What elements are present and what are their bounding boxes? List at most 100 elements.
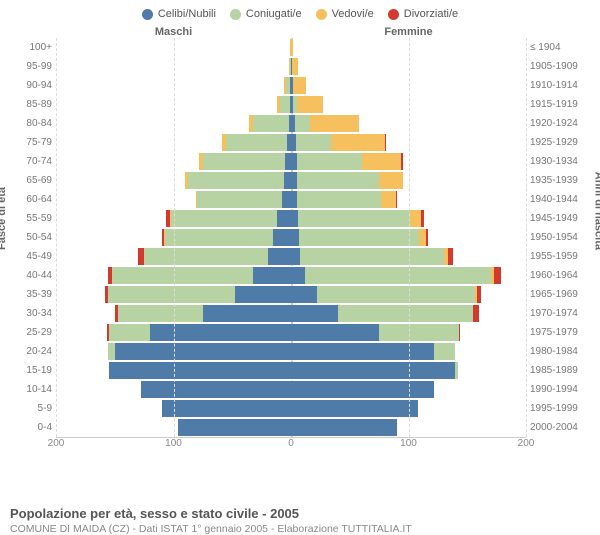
pyramid-row [56, 190, 526, 209]
bar-seg-widowed [310, 115, 359, 132]
age-label: 10-14 [10, 381, 56, 400]
bar-seg-married [253, 115, 288, 132]
age-label: 35-39 [10, 286, 56, 305]
legend-swatch [388, 9, 399, 20]
birth-label: 1935-1939 [526, 171, 590, 190]
bar-seg-widowed [291, 39, 293, 56]
bar-seg-single [235, 286, 291, 303]
bar-seg-single [284, 172, 291, 189]
grid-line [409, 38, 410, 437]
bar-seg-single [291, 248, 300, 265]
birth-label: 1960-1964 [526, 267, 590, 286]
pyramid-row [56, 342, 526, 361]
age-label: 50-54 [10, 228, 56, 247]
bar-seg-married [434, 343, 455, 360]
pyramid-row [56, 266, 526, 285]
bar-seg-widowed [297, 96, 323, 113]
birth-label: 1945-1949 [526, 209, 590, 228]
bar-seg-married [171, 210, 277, 227]
legend-label: Celibi/Nubili [158, 8, 216, 20]
header-male: Maschi [56, 26, 291, 38]
age-label: 40-44 [10, 267, 56, 286]
age-label: 85-89 [10, 95, 56, 114]
bar-seg-married [197, 191, 282, 208]
grid-line [526, 38, 527, 437]
age-label: 55-59 [10, 209, 56, 228]
legend-item: Celibi/Nubili [142, 8, 216, 20]
pyramid-row [56, 76, 526, 95]
age-label: 0-4 [10, 419, 56, 438]
birth-label: 1930-1934 [526, 152, 590, 171]
pyramid-row [56, 95, 526, 114]
x-tick-label: 200 [518, 438, 535, 449]
bar-seg-divorced [426, 229, 428, 246]
age-label: 25-29 [10, 324, 56, 343]
pyramid-row [56, 285, 526, 304]
birth-label: 1970-1974 [526, 305, 590, 324]
bar-seg-single [291, 286, 317, 303]
birth-label: 1925-1929 [526, 133, 590, 152]
pyramid-row [56, 171, 526, 190]
legend-item: Divorziati/e [388, 8, 458, 20]
legend-swatch [316, 9, 327, 20]
bar-seg-divorced [473, 305, 479, 322]
age-label: 60-64 [10, 190, 56, 209]
bar-seg-married [297, 153, 362, 170]
bar-seg-single [277, 210, 291, 227]
age-label: 30-34 [10, 305, 56, 324]
y-axis-birth: ≤ 19041905-19091910-19141915-19191920-19… [526, 38, 590, 438]
x-tick-label: 100 [400, 438, 417, 449]
bar-seg-married [109, 324, 150, 341]
pyramid-row [56, 38, 526, 57]
bar-seg-widowed [379, 172, 403, 189]
bar-seg-single [203, 305, 291, 322]
bar-seg-married [203, 153, 285, 170]
bar-seg-married [298, 210, 410, 227]
bar-seg-single [162, 400, 291, 417]
bar-seg-married [299, 229, 419, 246]
bar-seg-single [268, 248, 292, 265]
bar-seg-divorced [448, 248, 453, 265]
chart-subtitle: COMUNE DI MAIDA (CZ) - Dati ISTAT 1° gen… [10, 523, 590, 535]
bar-seg-married [280, 96, 289, 113]
bar-seg-married [297, 172, 379, 189]
bar-seg-single [291, 305, 338, 322]
bar-seg-married [305, 267, 491, 284]
bar-seg-married [165, 229, 273, 246]
birth-label: 1910-1914 [526, 76, 590, 95]
y-axis-age: 100+95-9990-9485-8980-8475-7970-7465-696… [10, 38, 56, 438]
pyramid-row [56, 57, 526, 76]
age-label: 45-49 [10, 248, 56, 267]
bar-seg-married [226, 134, 287, 151]
bar-seg-single [291, 210, 298, 227]
bar-seg-married [144, 248, 267, 265]
bar-seg-single [291, 362, 455, 379]
bar-seg-married [317, 286, 476, 303]
chart-footer: Popolazione per età, sesso e stato civil… [0, 500, 600, 535]
bar-seg-single [291, 400, 418, 417]
legend-swatch [142, 9, 153, 20]
bar-seg-widowed [410, 210, 422, 227]
legend: Celibi/NubiliConiugati/eVedovi/eDivorzia… [10, 8, 590, 20]
bar-seg-married [338, 305, 473, 322]
bar-seg-divorced [421, 210, 423, 227]
pyramid-row [56, 247, 526, 266]
bar-seg-single [109, 362, 291, 379]
bar-seg-divorced [494, 267, 501, 284]
legend-label: Coniugati/e [246, 8, 302, 20]
bar-seg-married [296, 134, 331, 151]
population-pyramid-chart: Fasce di età Anni di nascita Celibi/Nubi… [0, 0, 600, 500]
bar-seg-single [273, 229, 291, 246]
bar-seg-married [379, 324, 459, 341]
bar-seg-married [108, 343, 115, 360]
bar-seg-widowed [293, 77, 306, 94]
bar-seg-single [115, 343, 291, 360]
birth-label: 1940-1944 [526, 190, 590, 209]
birth-label: 1950-1954 [526, 228, 590, 247]
birth-label: 1915-1919 [526, 95, 590, 114]
birth-label: 1995-1999 [526, 400, 590, 419]
pyramid-row [56, 114, 526, 133]
birth-label: 1905-1909 [526, 57, 590, 76]
bar-seg-single [141, 381, 291, 398]
age-label: 100+ [10, 38, 56, 57]
